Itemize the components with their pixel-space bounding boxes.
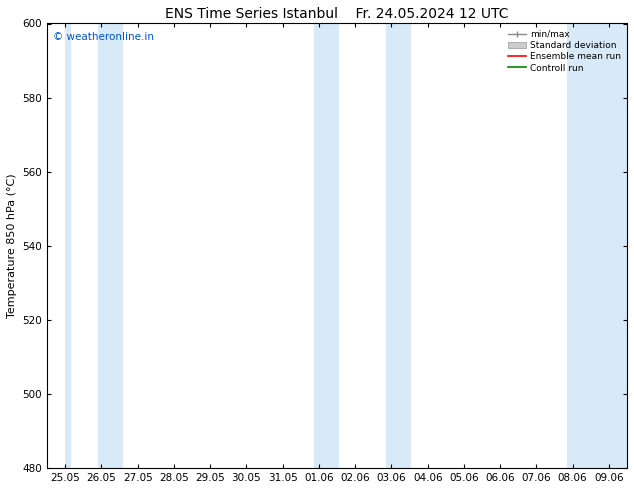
Bar	[314, 24, 339, 468]
Bar	[386, 24, 411, 468]
Title: ENS Time Series Istanbul    Fr. 24.05.2024 12 UTC: ENS Time Series Istanbul Fr. 24.05.2024 …	[165, 7, 509, 21]
Text: © weatheronline.in: © weatheronline.in	[53, 32, 154, 43]
Bar	[567, 24, 627, 468]
Bar	[65, 24, 70, 468]
Y-axis label: Temperature 850 hPa (°C): Temperature 850 hPa (°C)	[7, 173, 17, 318]
Bar	[98, 24, 123, 468]
Legend: min/max, Standard deviation, Ensemble mean run, Controll run: min/max, Standard deviation, Ensemble me…	[507, 28, 623, 74]
